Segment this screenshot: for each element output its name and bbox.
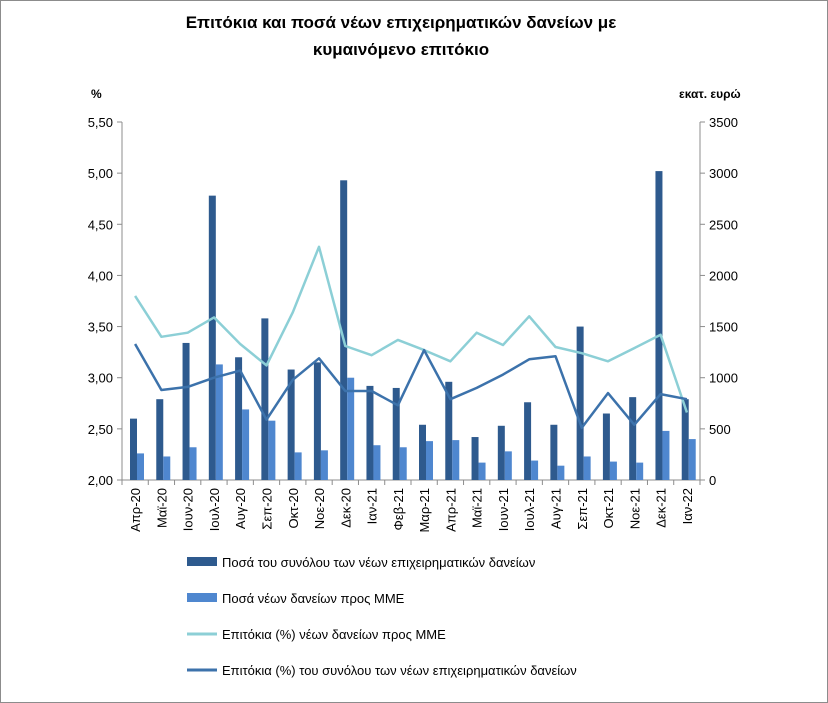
- x-tick-label: Νοε-21: [627, 488, 642, 529]
- legend-label: Επιτόκια (%) του συνόλου των νέων επιχει…: [222, 663, 577, 678]
- bar-total-loans: [235, 357, 243, 480]
- x-tick-label: Οκτ-20: [286, 488, 301, 529]
- bar-sme-loans: [268, 420, 276, 480]
- x-tick-label: Αυγ-21: [549, 488, 564, 529]
- x-tick-label: Αυγ-20: [233, 488, 248, 529]
- legend-swatch-bar: [187, 593, 217, 602]
- x-tick-label: Σεπ-21: [575, 488, 590, 530]
- bar-total-loans: [182, 342, 190, 480]
- bar-total-loans: [261, 318, 269, 480]
- bar-sme-loans: [452, 440, 460, 480]
- x-tick-label: Ιουλ-20: [207, 488, 222, 531]
- bar-total-loans: [681, 399, 689, 480]
- bar-sme-loans: [426, 441, 433, 480]
- bar-total-loans: [366, 385, 374, 480]
- bar-sme-loans: [373, 445, 381, 480]
- bar-sme-loans: [636, 462, 644, 480]
- chart-title-line-1: Επιτόκια και ποσά νέων επιχειρηματικών δ…: [185, 13, 617, 32]
- right-tick-label: 2500: [709, 217, 738, 232]
- legend-label: Ποσά νέων δανείων προς ΜΜΕ: [222, 591, 405, 606]
- left-tick-label: 4,00: [88, 268, 113, 283]
- x-tick-label: Οκτ-21: [601, 488, 616, 529]
- left-tick-label: 3,50: [88, 320, 113, 335]
- chart-title: Επιτόκια και ποσά νέων επιχειρηματικών δ…: [1, 9, 801, 63]
- bar-sme-loans: [609, 461, 617, 480]
- bar-total-loans: [550, 424, 558, 480]
- bar-total-loans: [313, 362, 321, 480]
- bar-total-loans: [419, 424, 426, 480]
- bar-total-loans: [340, 180, 348, 480]
- bar-total-loans: [392, 387, 400, 480]
- x-tick-label: Φεβ-21: [391, 488, 406, 530]
- left-tick-label: 2,00: [88, 473, 113, 488]
- bar-total-loans: [471, 437, 479, 480]
- bar-total-loans: [445, 381, 453, 480]
- bar-sme-loans: [531, 460, 539, 480]
- x-tick-label: Μαϊ-21: [470, 488, 485, 528]
- left-tick-label: 4,50: [88, 217, 113, 232]
- x-tick-label: Απρ-20: [128, 488, 143, 532]
- bar-sme-loans: [320, 450, 328, 480]
- x-tick-label: Δεκ-21: [654, 488, 669, 528]
- bar-total-loans: [629, 397, 637, 480]
- bar-sme-loans: [583, 456, 591, 480]
- legend-swatch-bar: [187, 557, 217, 566]
- bar-sme-loans: [504, 451, 512, 480]
- right-tick-label: 3500: [709, 115, 738, 130]
- bar-total-loans: [655, 171, 663, 480]
- line-total-rate: [134, 343, 688, 430]
- right-tick-label: 3000: [709, 166, 738, 181]
- x-tick-label: Απρ-21: [443, 488, 458, 532]
- x-tick-label: Ιουν-20: [181, 488, 196, 531]
- chart-title-line-2: κυμαινόμενο επιτόκιο: [312, 40, 490, 59]
- bar-total-loans: [576, 326, 584, 480]
- bar-total-loans: [602, 413, 610, 480]
- left-axis-unit-label: %: [91, 87, 102, 101]
- bar-total-loans: [524, 402, 532, 480]
- bar-sme-loans: [688, 439, 696, 480]
- x-tick-label: Μαϊ-20: [154, 488, 169, 528]
- bar-sme-loans: [294, 452, 302, 480]
- bar-sme-loans: [478, 462, 486, 480]
- legend-label: Επιτόκια (%) νέων δανείων προς ΜΜΕ: [222, 627, 446, 642]
- bar-sme-loans: [215, 364, 223, 480]
- legend-label: Ποσά του συνόλου των νέων επιχειρηματικώ…: [222, 555, 535, 570]
- bar-total-loans: [130, 418, 137, 480]
- left-tick-label: 5,00: [88, 166, 113, 181]
- bar-sme-loans: [189, 447, 197, 480]
- x-tick-label: Νοε-20: [312, 488, 327, 529]
- bar-sme-loans: [399, 447, 407, 480]
- x-tick-label: Μαρ-21: [417, 488, 432, 533]
- right-tick-label: 1000: [709, 371, 738, 386]
- bar-total-loans: [156, 399, 164, 480]
- left-tick-label: 5,50: [88, 115, 113, 130]
- bar-sme-loans: [242, 409, 250, 480]
- x-tick-label: Ιαν-21: [365, 488, 380, 524]
- bar-sme-loans: [557, 465, 565, 480]
- line-sme-rate: [134, 245, 689, 413]
- bar-sme-loans: [137, 453, 144, 480]
- right-axis-unit-label: εκατ. ευρώ: [679, 87, 741, 101]
- bar-sme-loans: [347, 377, 355, 480]
- right-tick-label: 2000: [709, 268, 738, 283]
- left-tick-label: 2,50: [88, 422, 113, 437]
- right-tick-label: 1500: [709, 320, 738, 335]
- bar-total-loans: [208, 195, 216, 480]
- right-tick-label: 0: [709, 473, 716, 488]
- bar-sme-loans: [662, 430, 670, 480]
- x-tick-label: Ιαν-22: [680, 488, 695, 524]
- bar-total-loans: [497, 425, 505, 480]
- bar-sme-loans: [163, 456, 171, 480]
- x-tick-label: Ιουν-21: [496, 488, 511, 531]
- left-tick-label: 3,00: [88, 371, 113, 386]
- right-tick-label: 500: [709, 422, 731, 437]
- x-tick-label: Δεκ-20: [338, 488, 353, 528]
- bar-total-loans: [287, 369, 295, 480]
- x-tick-label: Σεπ-20: [260, 488, 275, 530]
- x-tick-label: Ιουλ-21: [522, 488, 537, 531]
